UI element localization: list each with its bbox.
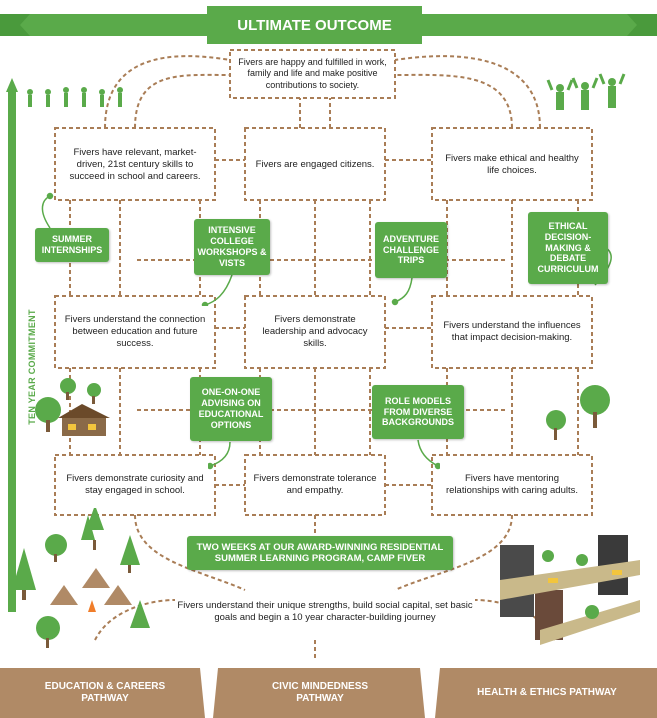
pathway-base-center xyxy=(213,668,425,718)
pathway-base-right xyxy=(435,668,657,718)
banner-left-tail xyxy=(0,14,30,36)
outcome-curiosity: Fivers demonstrate curiosity and stay en… xyxy=(62,462,208,508)
outcome-leadership: Fivers demonstrate leadership and advoca… xyxy=(252,306,378,358)
ultimate-outcome-title: ULTIMATE OUTCOME xyxy=(207,6,422,44)
outcome-education-connection: Fivers understand the connection between… xyxy=(62,306,208,358)
house-and-trees-illustration xyxy=(35,378,110,436)
outcome-skills: Fivers have relevant, market-driven, 21s… xyxy=(62,138,208,192)
outcome-mentoring: Fivers have mentoring relationships with… xyxy=(440,462,584,508)
tag-ethical-curriculum: ETHICAL DECISION-MAKING & DEBATE CURRICU… xyxy=(528,212,608,284)
tag-adventure-trips: ADVENTURE CHALLENGE TRIPS xyxy=(375,222,447,278)
ultimate-outcome-text: Fivers are happy and fulfilled in work, … xyxy=(233,53,392,95)
tag-camp-fiver: TWO WEEKS AT OUR AWARD-WINNING RESIDENTI… xyxy=(187,536,453,570)
outcome-ethical-choices: Fivers make ethical and healthy life cho… xyxy=(440,140,584,190)
foundation-text: Fivers understand their unique strengths… xyxy=(176,594,474,630)
pathway-base-left xyxy=(0,668,205,718)
dashed-paths xyxy=(54,49,593,660)
ten-year-commitment-label: TEN YEAR COMMITMENT xyxy=(27,309,37,425)
banner-right-tail xyxy=(627,14,657,36)
city-illustration xyxy=(500,535,640,645)
outcome-influences: Fivers understand the influences that im… xyxy=(440,306,584,358)
runners-illustration xyxy=(27,87,123,107)
outcome-tolerance: Fivers demonstrate tolerance and empathy… xyxy=(252,462,378,508)
tag-college-workshops: INTENSIVE COLLEGE WORKSHOPS & VISTS xyxy=(194,219,270,275)
pathway-civic-mindedness: CIVIC MINDEDNESS PATHWAY xyxy=(271,680,369,705)
outcome-engaged-citizens: Fivers are engaged citizens. xyxy=(252,140,378,190)
tag-summer-internships: SUMMER INTERNSHIPS xyxy=(35,228,109,262)
pathway-health-ethics: HEALTH & ETHICS PATHWAY xyxy=(477,686,617,698)
ten-year-arrow-head xyxy=(6,78,18,92)
ten-year-arrow-shaft xyxy=(8,92,16,612)
tag-role-models: ROLE MODELS FROM DIVERSE BACKGROUNDS xyxy=(372,385,464,439)
tag-one-on-one-advising: ONE-ON-ONE ADVISING ON EDUCATIONAL OPTIO… xyxy=(190,377,272,441)
right-trees-illustration xyxy=(546,385,610,440)
campsite-illustration xyxy=(12,505,150,648)
pathway-education-careers: EDUCATION & CAREERS PATHWAY xyxy=(44,680,166,705)
celebrating-figures-illustration xyxy=(546,73,626,110)
